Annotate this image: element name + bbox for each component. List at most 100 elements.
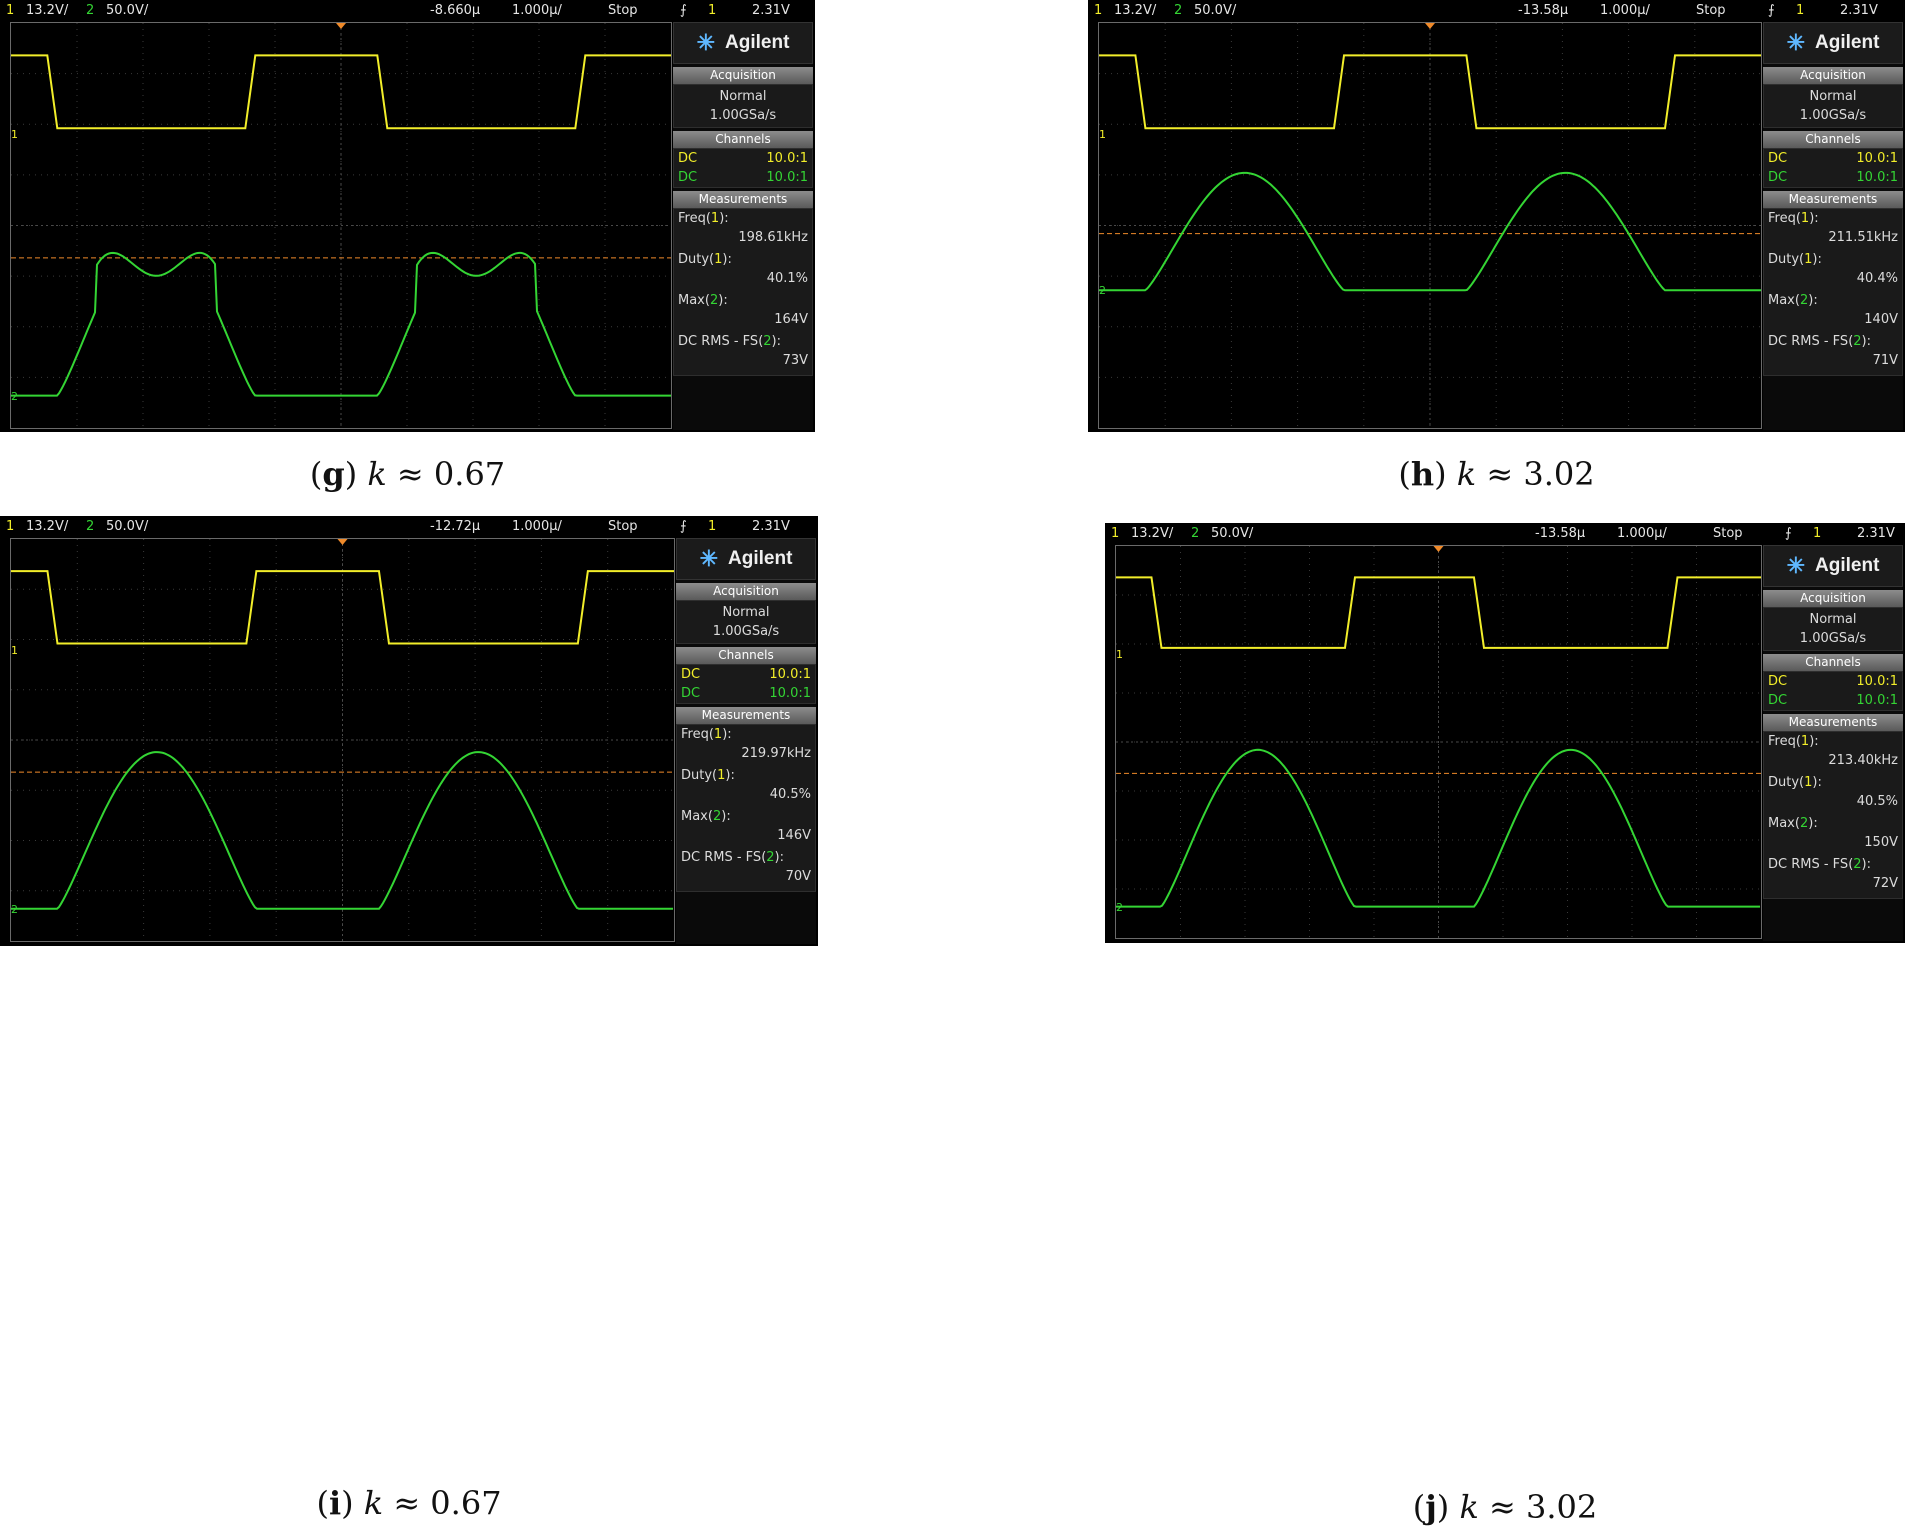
channel-coupling: DC	[681, 667, 701, 682]
side-panel: ✳ Agilent Acquisition Normal 1.00GSa/s C…	[673, 22, 813, 430]
measurement-name: DC RMS - FS	[1768, 857, 1849, 872]
brand-name: Agilent	[1815, 32, 1880, 53]
measurement-label: Freq(1):	[1768, 734, 1819, 749]
measurement-name: Duty	[1768, 775, 1800, 790]
measurement-channel: 1	[1800, 211, 1810, 226]
acquisition-header[interactable]: Acquisition	[673, 67, 813, 84]
channel-coupling: DC	[1768, 170, 1788, 185]
trigger-position-marker	[1425, 23, 1435, 29]
ch1-indicator[interactable]: 1	[1094, 3, 1103, 18]
measurements-header[interactable]: Measurements	[1763, 191, 1903, 208]
measurement-label: Freq(1):	[1768, 211, 1819, 226]
trigger-edge-icon: ⨍	[680, 3, 687, 18]
waveform-graticule: 12	[11, 23, 671, 428]
channel-row: DC 10.0:1	[674, 149, 812, 168]
ch1-indicator[interactable]: 1	[6, 3, 15, 18]
measurement-label: Max(2):	[1768, 293, 1818, 308]
channel-row: DC 10.0:1	[674, 168, 812, 187]
trigger-level: 2.31V	[1840, 3, 1878, 18]
channels-header[interactable]: Channels	[676, 647, 816, 664]
measurement-channel: 2	[766, 850, 775, 865]
channel-probe: 10.0:1	[769, 686, 811, 701]
agilent-spark-icon: ✳	[1786, 553, 1806, 578]
measurement-channel: 2	[1853, 857, 1862, 872]
brand-logo: ✳ Agilent	[1763, 545, 1903, 587]
ch2-trace	[1116, 748, 1760, 908]
measurement-name: Freq	[1768, 211, 1796, 226]
ch2-indicator[interactable]: 2	[1174, 3, 1183, 18]
ch2-scale: 50.0V/	[1194, 3, 1237, 18]
ch1-scale: 13.2V/	[1114, 3, 1157, 18]
ch2-indicator[interactable]: 2	[1191, 526, 1200, 541]
ch1-trace	[11, 570, 674, 645]
measurements-header[interactable]: Measurements	[673, 191, 813, 208]
acquisition-header[interactable]: Acquisition	[1763, 67, 1903, 84]
ch2-trace	[11, 751, 673, 910]
trigger-source: 1	[1796, 3, 1805, 18]
ch2-indicator[interactable]: 2	[86, 3, 95, 18]
trigger-edge-icon: ⨍	[1768, 3, 1775, 18]
measurement-label: Max(2):	[681, 809, 731, 824]
ch1-indicator[interactable]: 1	[6, 519, 15, 534]
ch2-indicator[interactable]: 2	[86, 519, 95, 534]
ch1-indicator[interactable]: 1	[1111, 526, 1120, 541]
status-bar: 1 13.2V/ 2 50.0V/ -12.72µ 1.000µ/ Stop ⨍…	[0, 516, 818, 538]
channels-header[interactable]: Channels	[673, 131, 813, 148]
acquisition-header[interactable]: Acquisition	[676, 583, 816, 600]
brand-name: Agilent	[725, 32, 790, 53]
channels-header[interactable]: Channels	[1763, 654, 1903, 671]
trigger-source: 1	[708, 3, 717, 18]
oscilloscope-screenshot: 1 13.2V/ 2 50.0V/ -12.72µ 1.000µ/ Stop ⨍…	[0, 516, 818, 946]
horizontal-delay: -13.58µ	[1535, 526, 1586, 541]
caption-value: ≈ 3.02	[1478, 1488, 1598, 1526]
measurement-value: 150V	[1864, 835, 1898, 850]
caption-letter: g	[322, 455, 345, 493]
measurement-value: 146V	[777, 828, 811, 843]
channel-coupling: DC	[678, 170, 698, 185]
acquisition-mode: Normal	[719, 89, 767, 104]
ch2-scale: 50.0V/	[106, 519, 149, 534]
channel-probe: 10.0:1	[766, 170, 808, 185]
measurements-header[interactable]: Measurements	[676, 707, 816, 724]
measurement-channel: 2	[1853, 334, 1862, 349]
agilent-spark-icon: ✳	[696, 30, 716, 55]
measurement-label: DC RMS - FS(2):	[1768, 334, 1871, 349]
measurement-label: Max(2):	[678, 293, 728, 308]
ch1-scale: 13.2V/	[26, 519, 69, 534]
caption-value: ≈ 0.67	[383, 1484, 502, 1522]
measurement-label: Freq(1):	[681, 727, 732, 742]
sample-rate: 1.00GSa/s	[709, 108, 777, 123]
measurement-value: 213.40kHz	[1828, 753, 1898, 768]
figure-caption: (j) k ≈ 3.02	[1412, 1488, 1598, 1526]
status-bar: 1 13.2V/ 2 50.0V/ -8.660µ 1.000µ/ Stop ⨍…	[0, 0, 815, 22]
channel-coupling: DC	[1768, 151, 1788, 166]
measurement-label: Duty(1):	[1768, 775, 1822, 790]
acquisition-box: Normal 1.00GSa/s	[1763, 607, 1903, 651]
acquisition-header[interactable]: Acquisition	[1763, 590, 1903, 607]
measurement-name: Duty	[1768, 252, 1800, 267]
horizontal-delay: -12.72µ	[430, 519, 481, 534]
acquisition-box: Normal 1.00GSa/s	[676, 600, 816, 644]
measurement-value: 40.1%	[766, 271, 808, 286]
timebase: 1.000µ/	[512, 3, 562, 18]
status-bar: 1 13.2V/ 2 50.0V/ -13.58µ 1.000µ/ Stop ⨍…	[1088, 0, 1905, 22]
channels-box: DC 10.0:1 DC 10.0:1	[1763, 671, 1903, 711]
caption-variable: k	[363, 1484, 384, 1522]
status-bar: 1 13.2V/ 2 50.0V/ -13.58µ 1.000µ/ Stop ⨍…	[1105, 523, 1905, 545]
figure-caption: (h) k ≈ 3.02	[1398, 455, 1595, 493]
caption-letter: j	[1425, 1488, 1437, 1526]
ch1-trace	[1116, 576, 1761, 649]
measurement-name: Max	[1768, 293, 1795, 308]
channels-header[interactable]: Channels	[1763, 131, 1903, 148]
brand-logo: ✳ Agilent	[676, 538, 816, 580]
measurement-label: Duty(1):	[1768, 252, 1822, 267]
ch1-trace	[11, 54, 671, 130]
measurement-channel: 2	[1799, 293, 1809, 308]
measurement-label: Freq(1):	[678, 211, 729, 226]
channel-coupling: DC	[1768, 693, 1788, 708]
measurements-header[interactable]: Measurements	[1763, 714, 1903, 731]
